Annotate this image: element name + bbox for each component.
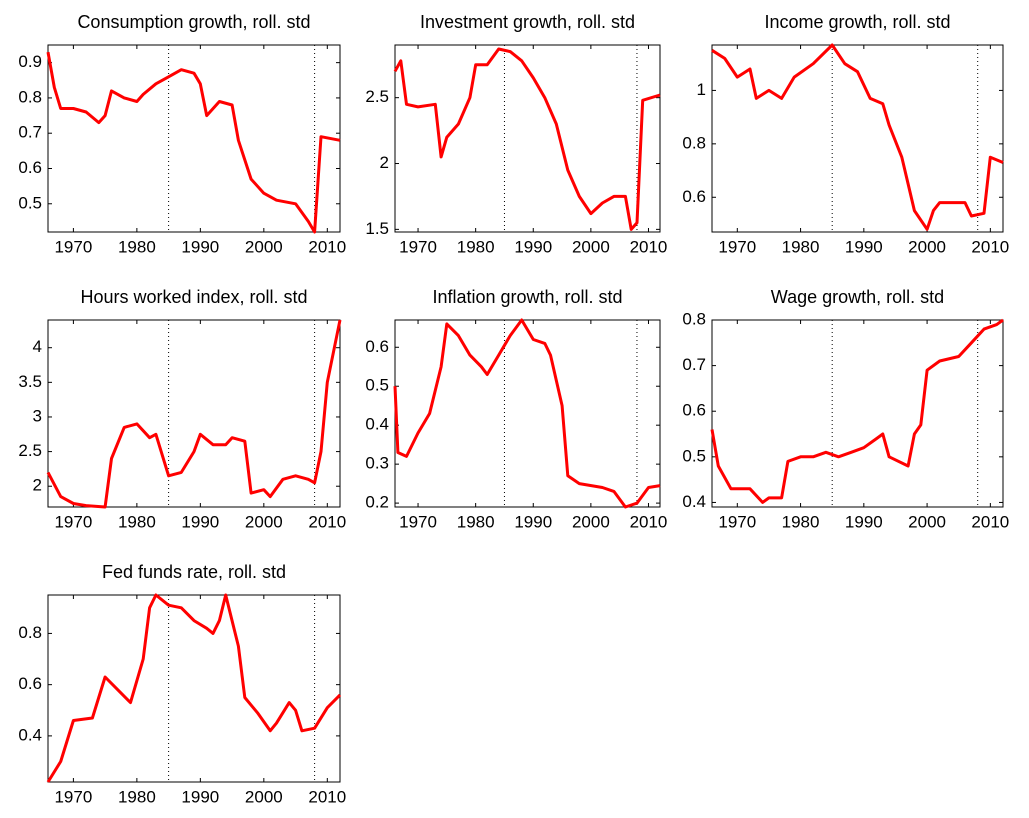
x-tick-label: 2010 bbox=[308, 512, 346, 531]
data-line bbox=[710, 318, 1004, 504]
y-tick-label: 0.6 bbox=[682, 401, 706, 420]
x-tick-label: 1980 bbox=[118, 512, 156, 531]
y-tick-label: 0.6 bbox=[682, 187, 706, 206]
panel-title: Investment growth, roll. std bbox=[420, 12, 635, 32]
x-tick-label: 1970 bbox=[718, 237, 756, 256]
x-tick-label: 1990 bbox=[845, 512, 883, 531]
y-tick-label: 0.5 bbox=[18, 193, 42, 212]
x-tick-label: 1980 bbox=[782, 237, 820, 256]
y-tick-label: 0.4 bbox=[18, 725, 42, 744]
x-tick-label: 2010 bbox=[308, 237, 346, 256]
panel: Inflation growth, roll. std 0.2 0.3 0.4 0.5 0… bbox=[365, 287, 667, 532]
y-tick-label: 0.6 bbox=[365, 337, 389, 356]
plot-frame bbox=[47, 594, 341, 783]
panel: Hours worked index, roll. std 2 2.5 3 3.5 4 19… bbox=[18, 287, 346, 532]
x-tick-label: 1990 bbox=[514, 512, 552, 531]
x-tick-label: 1990 bbox=[845, 237, 883, 256]
y-tick-label: 2.5 bbox=[18, 441, 42, 460]
y-tick-label: 0.3 bbox=[365, 454, 389, 473]
x-tick-label: 2000 bbox=[572, 512, 610, 531]
x-tick-label: 1970 bbox=[54, 787, 92, 806]
y-tick-label: 4 bbox=[33, 337, 42, 356]
y-tick-label: 0.9 bbox=[18, 52, 42, 71]
y-tick-label: 0.7 bbox=[18, 123, 42, 142]
x-tick-label: 1980 bbox=[457, 512, 495, 531]
x-tick-label: 1990 bbox=[514, 237, 552, 256]
y-tick-label: 0.2 bbox=[365, 493, 389, 512]
plot-frame bbox=[711, 44, 1004, 233]
y-tick-label: 2 bbox=[33, 476, 42, 495]
panel: Fed funds rate, roll. std 0.4 0.6 0.8 1970 19… bbox=[18, 562, 346, 807]
panel-title: Wage growth, roll. std bbox=[771, 287, 944, 307]
y-tick-label: 0.8 bbox=[18, 87, 42, 106]
x-tick-label: 1970 bbox=[399, 237, 437, 256]
y-tick-label: 3 bbox=[33, 406, 42, 425]
y-tick-label: 0.7 bbox=[682, 355, 706, 374]
x-tick-label: 2010 bbox=[971, 512, 1009, 531]
x-tick-label: 2010 bbox=[308, 787, 346, 806]
y-tick-label: 0.6 bbox=[18, 158, 42, 177]
x-tick-label: 1970 bbox=[54, 512, 92, 531]
plot-frame bbox=[394, 44, 661, 233]
y-tick-label: 0.8 bbox=[682, 309, 706, 328]
data-line bbox=[46, 593, 342, 783]
x-tick-label: 1980 bbox=[782, 512, 820, 531]
y-tick-label: 0.5 bbox=[365, 376, 389, 395]
data-line bbox=[46, 319, 342, 509]
x-tick-label: 2010 bbox=[630, 512, 668, 531]
x-tick-label: 2010 bbox=[971, 237, 1009, 256]
plot-frame bbox=[711, 319, 1004, 508]
plot-frame bbox=[47, 319, 341, 508]
plot-frame bbox=[47, 44, 341, 233]
x-tick-label: 1990 bbox=[181, 787, 219, 806]
y-tick-label: 0.8 bbox=[682, 133, 706, 152]
x-tick-label: 1990 bbox=[181, 512, 219, 531]
panel: Income growth, roll. std 0.6 0.8 1 1970 1980 1… bbox=[682, 12, 1009, 257]
y-tick-label: 0.6 bbox=[18, 674, 42, 693]
panel-title: Inflation growth, roll. std bbox=[432, 287, 622, 307]
x-tick-label: 2000 bbox=[245, 237, 283, 256]
y-tick-label: 0.4 bbox=[365, 415, 389, 434]
data-line bbox=[711, 43, 1004, 231]
y-tick-label: 0.5 bbox=[682, 446, 706, 465]
y-tick-label: 0.8 bbox=[18, 623, 42, 642]
y-tick-label: 1.5 bbox=[365, 219, 389, 238]
y-tick-label: 0.4 bbox=[682, 492, 706, 511]
x-tick-label: 2000 bbox=[245, 787, 283, 806]
panel-title: Consumption growth, roll. std bbox=[77, 12, 310, 32]
x-tick-label: 1980 bbox=[118, 237, 156, 256]
panel: Consumption growth, roll. std 0.5 0.6 0.7 0.… bbox=[18, 12, 346, 257]
plot-frame bbox=[394, 319, 661, 508]
panel: Investment growth, roll. std 1.5 2 2.5 1970 1… bbox=[365, 12, 667, 257]
data-line bbox=[46, 51, 341, 234]
y-tick-label: 3.5 bbox=[18, 372, 42, 391]
y-tick-label: 1 bbox=[697, 80, 706, 99]
x-tick-label: 1970 bbox=[399, 512, 437, 531]
panel-title: Income growth, roll. std bbox=[764, 12, 950, 32]
data-line bbox=[393, 47, 661, 231]
x-tick-label: 1970 bbox=[718, 512, 756, 531]
data-line bbox=[393, 318, 661, 509]
x-tick-label: 2000 bbox=[908, 512, 946, 531]
x-tick-label: 1980 bbox=[118, 787, 156, 806]
panel: Wage growth, roll. std 0.4 0.5 0.6 0.7 0.8 197… bbox=[682, 287, 1009, 532]
x-tick-label: 2010 bbox=[630, 237, 668, 256]
x-tick-label: 1970 bbox=[54, 237, 92, 256]
x-tick-label: 2000 bbox=[908, 237, 946, 256]
x-tick-label: 1980 bbox=[457, 237, 495, 256]
x-tick-label: 2000 bbox=[245, 512, 283, 531]
panel-title: Fed funds rate, roll. std bbox=[102, 562, 286, 582]
x-tick-label: 2000 bbox=[572, 237, 610, 256]
x-tick-label: 1990 bbox=[181, 237, 219, 256]
y-tick-label: 2.5 bbox=[365, 87, 389, 106]
y-tick-label: 2 bbox=[380, 153, 389, 172]
panel-title: Hours worked index, roll. std bbox=[80, 287, 307, 307]
